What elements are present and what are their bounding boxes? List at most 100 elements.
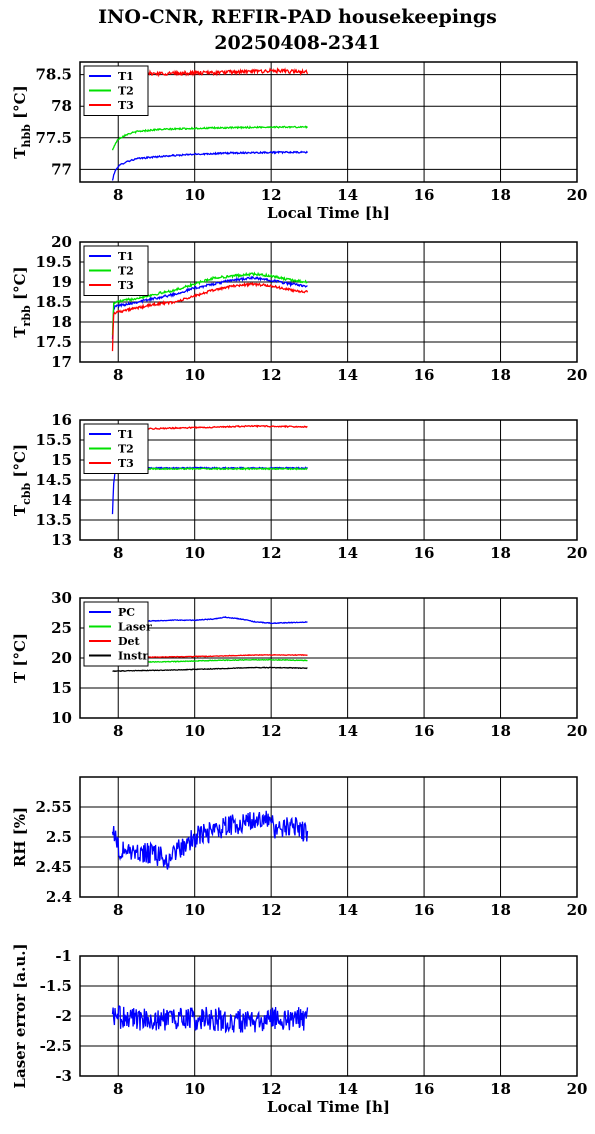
y-axis-label: T [°C] xyxy=(11,633,29,683)
x-tick-label: 10 xyxy=(184,186,205,204)
legend-label: T2 xyxy=(118,265,134,278)
x-tick-label: 10 xyxy=(184,1080,205,1098)
legend-label: T1 xyxy=(118,70,134,83)
x-axis-label: Local Time [h] xyxy=(267,204,390,222)
y-tick-label: 15 xyxy=(51,679,72,697)
y-tick-label: 78 xyxy=(51,97,72,115)
y-tick-label: -1.5 xyxy=(40,977,72,995)
y-tick-label: 19 xyxy=(51,273,72,291)
x-tick-label: 8 xyxy=(113,1080,123,1098)
y-tick-label: 19.5 xyxy=(35,253,72,271)
legend-label: T3 xyxy=(118,457,134,470)
x-tick-label: 18 xyxy=(490,544,511,562)
x-tick-label: 8 xyxy=(113,901,123,919)
y-tick-label: 15 xyxy=(51,451,72,469)
y-tick-label: 77 xyxy=(51,160,72,178)
chart-panel-2: 8 10 12 14 16 18 20 17 17.5 18 18.5 19 19.5 20 Trbb [°… xyxy=(11,233,587,384)
y-tick-label: -1 xyxy=(55,947,72,965)
x-tick-label: 18 xyxy=(490,366,511,384)
legend-label: Laser xyxy=(118,621,152,634)
y-tick-label: 20 xyxy=(51,233,72,251)
legend-box xyxy=(83,245,149,296)
x-tick-label: 18 xyxy=(490,1080,511,1098)
chart-title-line2: 20250408-2341 xyxy=(214,32,381,54)
y-tick-label: 77.5 xyxy=(35,129,72,147)
series-line-t1 xyxy=(111,466,309,515)
chart-panel-6: 8 10 12 14 16 18 20 -3 -2.5 -2 -1.5 -1 Laser error [… xyxy=(11,943,587,1116)
x-tick-label: 8 xyxy=(113,186,123,204)
legend-label: T1 xyxy=(118,250,134,263)
x-tick-label: 14 xyxy=(337,1080,358,1098)
x-tick-label: 8 xyxy=(113,544,123,562)
x-tick-label: 16 xyxy=(414,186,435,204)
plot-frame xyxy=(79,61,578,183)
x-tick-label: 12 xyxy=(261,1080,282,1098)
y-axis-label: Trbb [°C] xyxy=(11,266,33,337)
series-line-t2 xyxy=(111,271,308,336)
x-tick-label: 18 xyxy=(490,722,511,740)
x-tick-label: 10 xyxy=(184,901,205,919)
y-tick-label: 14 xyxy=(51,491,72,509)
x-tick-label: 16 xyxy=(414,544,435,562)
y-axis-label: Tcbb [°C] xyxy=(11,444,33,516)
y-tick-label: 14.5 xyxy=(35,471,72,489)
y-tick-label: 17 xyxy=(51,353,72,371)
y-tick-label: 2.5 xyxy=(46,828,72,846)
y-tick-label: 78.5 xyxy=(35,66,72,84)
y-tick-label: 13.5 xyxy=(35,511,72,529)
x-tick-label: 12 xyxy=(261,544,282,562)
y-tick-label: 20 xyxy=(51,649,72,667)
x-tick-label: 10 xyxy=(184,366,205,384)
y-tick-label: 2.55 xyxy=(35,798,72,816)
plot-frame xyxy=(79,955,578,1077)
x-tick-label: 18 xyxy=(490,186,511,204)
y-tick-label: 13 xyxy=(51,531,72,549)
x-tick-label: 12 xyxy=(261,722,282,740)
y-axis-label: Laser error [a.u.] xyxy=(11,943,29,1088)
x-tick-label: 8 xyxy=(113,366,123,384)
y-tick-label: -2 xyxy=(55,1007,72,1025)
legend-label: T3 xyxy=(118,99,134,112)
plot-frame xyxy=(79,776,578,898)
series-line-data xyxy=(111,810,309,870)
legend-label: T1 xyxy=(118,428,134,441)
legend-label: T3 xyxy=(118,279,134,292)
y-tick-label: 2.45 xyxy=(35,858,72,876)
y-axis-label: Thbb [°C] xyxy=(11,85,33,158)
y-tick-label: 18.5 xyxy=(35,293,72,311)
x-tick-label: 14 xyxy=(337,722,358,740)
y-tick-label: 15.5 xyxy=(35,431,72,449)
series-line-instr xyxy=(112,666,308,673)
y-tick-label: 2.4 xyxy=(46,888,72,906)
series-line-data xyxy=(111,1005,309,1034)
series-line-t3 xyxy=(111,281,309,352)
plot-frame xyxy=(79,419,578,541)
x-tick-label: 20 xyxy=(567,722,588,740)
x-tick-label: 12 xyxy=(261,366,282,384)
legend-label: Instr xyxy=(118,650,148,663)
chart-panel-5: 8 10 12 14 16 18 20 2.4 2.45 2.5 2.55 RH [%] xyxy=(11,776,587,919)
series-line-t1 xyxy=(111,275,308,340)
x-tick-label: 16 xyxy=(414,1080,435,1098)
y-tick-label: 18 xyxy=(51,313,72,331)
x-tick-label: 12 xyxy=(261,186,282,204)
legend-label: T2 xyxy=(118,443,134,456)
y-tick-label: 16 xyxy=(51,411,72,429)
x-tick-label: 14 xyxy=(337,366,358,384)
x-tick-label: 16 xyxy=(414,901,435,919)
x-tick-label: 16 xyxy=(414,722,435,740)
y-tick-label: 17.5 xyxy=(35,333,72,351)
y-tick-label: -2.5 xyxy=(40,1037,72,1055)
series-line-t1 xyxy=(111,150,309,181)
y-tick-label: -3 xyxy=(55,1067,72,1085)
x-tick-label: 16 xyxy=(414,366,435,384)
x-tick-label: 14 xyxy=(337,544,358,562)
x-tick-label: 10 xyxy=(184,722,205,740)
x-tick-label: 12 xyxy=(261,901,282,919)
y-tick-label: 30 xyxy=(51,589,72,607)
